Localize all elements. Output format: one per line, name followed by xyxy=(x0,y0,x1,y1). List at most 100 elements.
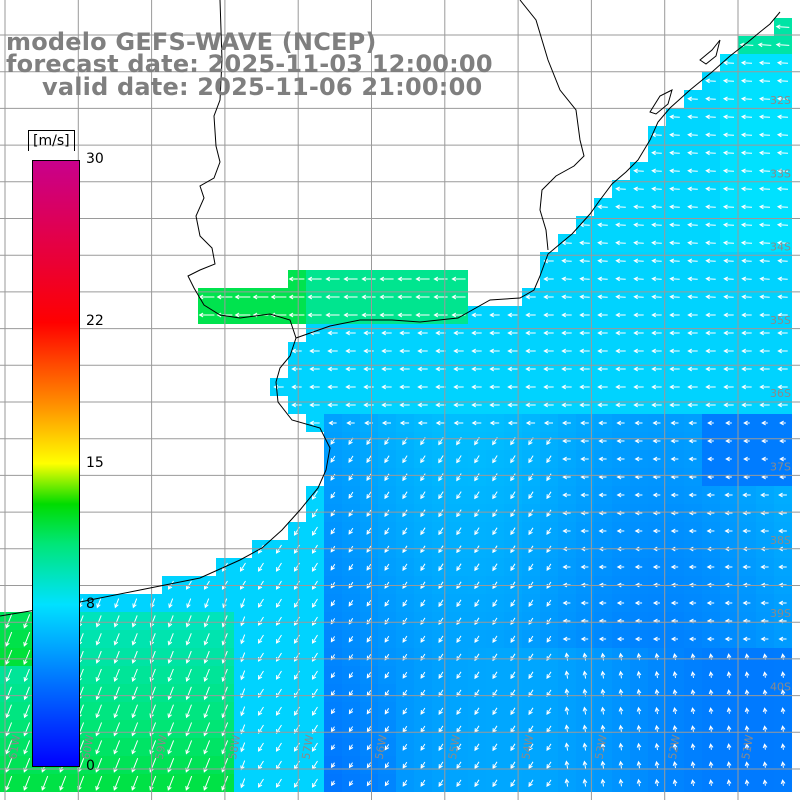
wind-arrow xyxy=(778,492,787,498)
uruguay-river xyxy=(519,0,585,251)
wind-arrow xyxy=(562,528,571,534)
wind-arrow xyxy=(433,276,448,282)
wind-arrow xyxy=(741,258,752,264)
wind-arrow xyxy=(761,420,768,426)
wind-arrow xyxy=(402,563,408,571)
wind-arrow xyxy=(113,668,120,682)
wind-arrow xyxy=(777,258,788,264)
wind-arrow xyxy=(760,636,769,642)
wind-arrow xyxy=(651,402,662,408)
wind-arrow xyxy=(580,456,589,462)
wind-arrow xyxy=(633,366,644,372)
wind-arrow xyxy=(23,740,31,755)
wind-arrow xyxy=(723,348,734,354)
wind-arrow xyxy=(327,348,338,354)
wind-arrow xyxy=(598,456,607,462)
colorbar-tick-label: 22 xyxy=(86,312,104,329)
wind-arrow xyxy=(291,348,302,354)
wind-arrow xyxy=(59,775,67,791)
longitude-label: 58W xyxy=(226,734,243,761)
wind-arrow xyxy=(759,402,770,408)
wind-arrow xyxy=(453,330,464,336)
wind-arrow xyxy=(420,455,426,464)
wind-arrow xyxy=(726,761,732,768)
wind-arrow xyxy=(654,688,660,697)
wind-arrow xyxy=(348,599,354,607)
wind-arrow xyxy=(492,527,498,536)
wind-arrow xyxy=(507,402,518,408)
wind-arrow xyxy=(705,276,716,282)
wind-arrow xyxy=(417,402,428,408)
wind-arrow xyxy=(345,348,356,354)
wind-arrow xyxy=(384,599,390,607)
wind-arrow xyxy=(670,456,679,462)
wind-arrow xyxy=(435,348,446,354)
wind-arrow xyxy=(381,384,392,390)
wind-arrow xyxy=(474,779,480,788)
wind-arrow xyxy=(288,276,305,282)
wind-arrow xyxy=(780,689,786,696)
wind-arrow xyxy=(257,562,264,572)
wind-arrow xyxy=(330,744,336,751)
wind-arrow xyxy=(705,114,716,120)
wind-arrow xyxy=(402,509,408,518)
wind-arrow xyxy=(690,743,696,750)
wind-arrow xyxy=(598,528,607,534)
wind-arrow xyxy=(167,704,174,719)
wind-arrow xyxy=(705,132,716,138)
wind-arrow xyxy=(776,186,789,192)
wind-arrow xyxy=(113,775,121,791)
wind-arrow xyxy=(564,670,570,679)
wind-arrow xyxy=(330,527,336,535)
wind-arrow xyxy=(399,420,410,426)
wind-arrow xyxy=(311,670,318,680)
wind-arrow xyxy=(420,527,426,536)
wind-arrow xyxy=(758,240,771,246)
wind-arrow xyxy=(307,276,322,282)
wind-arrow xyxy=(456,761,462,769)
wind-arrow xyxy=(420,635,426,643)
wind-arrow xyxy=(597,258,608,264)
wind-arrow xyxy=(417,420,428,426)
wind-arrow xyxy=(402,599,408,607)
wind-arrow xyxy=(528,761,534,770)
wind-arrow xyxy=(546,473,552,482)
wind-arrow xyxy=(579,366,590,372)
wind-arrow xyxy=(687,186,698,192)
wind-arrow xyxy=(740,114,753,120)
wind-arrow xyxy=(723,258,734,264)
wind-arrow xyxy=(543,366,554,372)
wind-arrow xyxy=(257,778,264,788)
wind-arrow xyxy=(510,455,516,464)
wind-arrow xyxy=(528,743,534,752)
wind-arrow xyxy=(5,668,12,682)
wind-arrow xyxy=(474,743,480,752)
wind-arrow xyxy=(381,366,392,372)
longitude-label: 57W xyxy=(299,734,316,761)
wind-arrow xyxy=(636,724,642,733)
wind-arrow xyxy=(366,635,372,643)
wind-arrow xyxy=(510,491,516,500)
wind-arrow xyxy=(471,402,482,408)
wind-arrow xyxy=(634,600,643,606)
wind-arrow xyxy=(757,42,772,48)
wind-arrow xyxy=(438,491,444,500)
longitude-label: 53W xyxy=(593,734,610,761)
wind-arrow xyxy=(582,742,588,751)
wind-arrow xyxy=(579,330,590,336)
wind-arrow xyxy=(379,294,394,300)
wind-arrow xyxy=(95,686,102,701)
wind-arrow xyxy=(654,742,660,751)
colorbar-tick-label: 0 xyxy=(86,758,95,774)
wind-arrow xyxy=(185,775,193,791)
wind-arrow xyxy=(725,456,732,462)
wind-arrow xyxy=(597,222,608,228)
wind-arrow xyxy=(275,778,282,788)
wind-arrow xyxy=(780,761,786,768)
wind-arrow xyxy=(652,600,660,606)
wind-arrow xyxy=(167,615,174,628)
wind-arrow xyxy=(438,455,444,464)
wind-arrow xyxy=(185,686,192,701)
wind-arrow xyxy=(579,402,590,408)
wind-arrow xyxy=(778,528,787,534)
